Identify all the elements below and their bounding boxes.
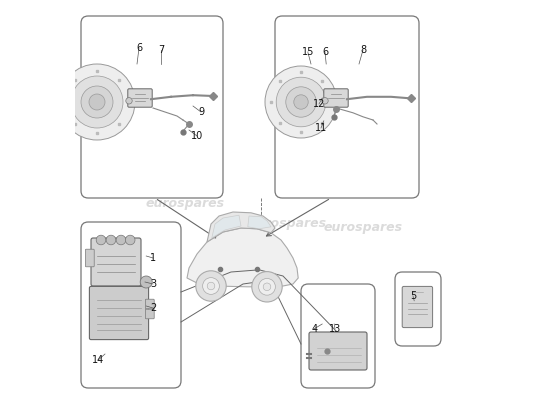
FancyBboxPatch shape bbox=[145, 299, 154, 309]
Circle shape bbox=[125, 235, 135, 245]
Circle shape bbox=[252, 272, 282, 302]
Text: 10: 10 bbox=[191, 131, 203, 141]
Text: 2: 2 bbox=[150, 303, 156, 313]
Circle shape bbox=[71, 76, 123, 128]
Polygon shape bbox=[212, 215, 241, 238]
Circle shape bbox=[265, 66, 337, 138]
Circle shape bbox=[202, 278, 219, 294]
Circle shape bbox=[286, 87, 316, 117]
Circle shape bbox=[126, 98, 132, 104]
FancyBboxPatch shape bbox=[81, 16, 223, 198]
Circle shape bbox=[140, 276, 152, 288]
FancyBboxPatch shape bbox=[81, 222, 181, 388]
Text: 3: 3 bbox=[150, 279, 156, 289]
Circle shape bbox=[207, 282, 215, 290]
FancyBboxPatch shape bbox=[145, 309, 154, 319]
Circle shape bbox=[89, 94, 105, 110]
Text: 1: 1 bbox=[150, 253, 156, 263]
Text: 12: 12 bbox=[313, 99, 325, 109]
Circle shape bbox=[294, 95, 308, 109]
Polygon shape bbox=[187, 228, 298, 287]
FancyBboxPatch shape bbox=[275, 16, 419, 198]
Circle shape bbox=[258, 278, 276, 295]
Text: 6: 6 bbox=[136, 43, 142, 53]
Circle shape bbox=[96, 235, 106, 245]
Text: 6: 6 bbox=[322, 47, 328, 57]
Text: 9: 9 bbox=[198, 107, 204, 117]
Circle shape bbox=[116, 235, 126, 245]
Circle shape bbox=[322, 98, 328, 104]
FancyBboxPatch shape bbox=[395, 272, 441, 346]
Text: 8: 8 bbox=[360, 45, 366, 55]
FancyBboxPatch shape bbox=[91, 238, 141, 286]
Circle shape bbox=[81, 86, 113, 118]
Text: 13: 13 bbox=[329, 324, 341, 334]
Text: 15: 15 bbox=[301, 47, 314, 57]
FancyBboxPatch shape bbox=[128, 89, 152, 107]
Circle shape bbox=[276, 77, 326, 127]
Circle shape bbox=[59, 64, 135, 140]
FancyBboxPatch shape bbox=[324, 89, 348, 107]
FancyBboxPatch shape bbox=[309, 332, 367, 370]
Polygon shape bbox=[207, 212, 275, 242]
Text: eurospares: eurospares bbox=[145, 198, 224, 210]
FancyBboxPatch shape bbox=[402, 286, 433, 328]
Text: 14: 14 bbox=[92, 355, 104, 365]
Text: 11: 11 bbox=[315, 123, 327, 133]
Text: 5: 5 bbox=[410, 291, 416, 301]
Text: eurospares: eurospares bbox=[323, 222, 403, 234]
FancyBboxPatch shape bbox=[85, 249, 94, 267]
Circle shape bbox=[196, 271, 226, 301]
Text: 7: 7 bbox=[158, 45, 164, 55]
Text: 4: 4 bbox=[311, 324, 317, 334]
Circle shape bbox=[106, 235, 116, 245]
Polygon shape bbox=[248, 216, 271, 229]
Text: eurospares: eurospares bbox=[248, 218, 327, 230]
FancyBboxPatch shape bbox=[90, 286, 148, 340]
FancyBboxPatch shape bbox=[301, 284, 375, 388]
Circle shape bbox=[263, 283, 271, 290]
